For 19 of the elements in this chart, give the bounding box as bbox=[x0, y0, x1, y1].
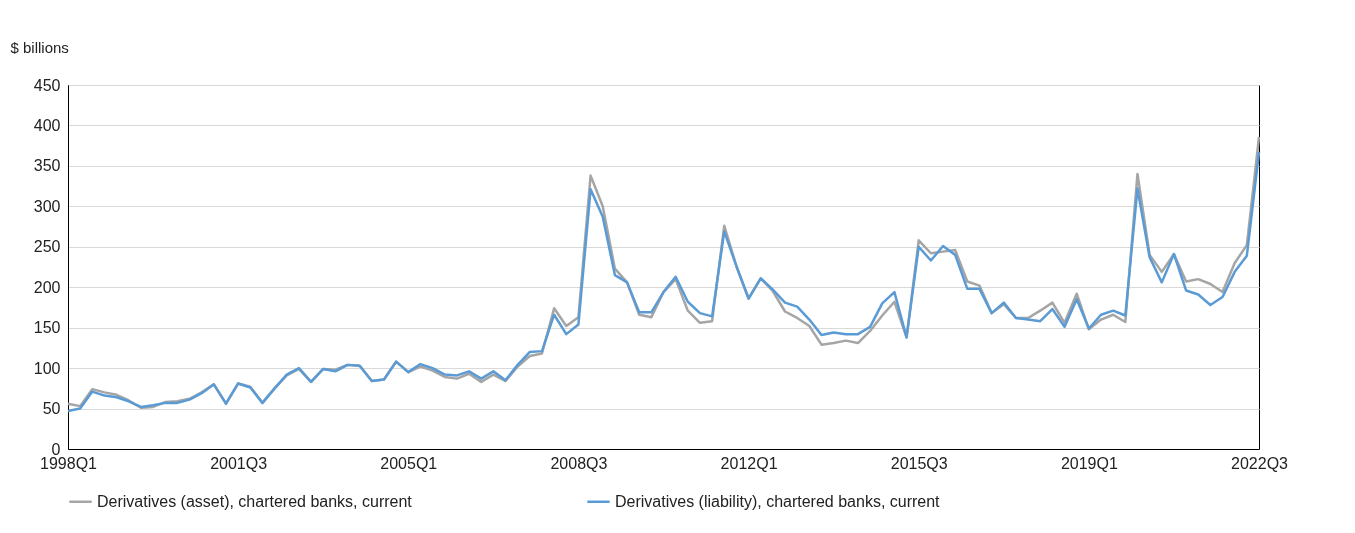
y-tick-label: 100 bbox=[33, 359, 61, 377]
y-tick-label: 400 bbox=[33, 116, 61, 134]
y-tick-label: 250 bbox=[33, 238, 61, 256]
x-tick-label: 2022Q3 bbox=[1231, 454, 1289, 472]
y-tick-label: 150 bbox=[33, 319, 61, 337]
x-tick-label: 2019Q1 bbox=[1060, 454, 1118, 472]
x-tick-label: 2005Q1 bbox=[380, 454, 438, 472]
x-tick-label: 2015Q3 bbox=[890, 454, 948, 472]
y-tick-label: 300 bbox=[33, 197, 61, 215]
x-tick-label: 2012Q1 bbox=[720, 454, 778, 472]
legend-label: Derivatives (liability), chartered banks, current bbox=[615, 492, 941, 510]
x-tick-label: 2008Q3 bbox=[550, 454, 608, 472]
x-tick-label: 2001Q3 bbox=[210, 454, 268, 472]
legend-label: Derivatives (asset), chartered banks, current bbox=[97, 492, 413, 510]
y-tick-label: 450 bbox=[33, 76, 61, 94]
y-tick-label: 350 bbox=[33, 157, 61, 175]
y-tick-label: 200 bbox=[33, 278, 61, 296]
y-axis-title: $ billions bbox=[10, 38, 69, 56]
y-tick-label: 50 bbox=[42, 400, 61, 418]
